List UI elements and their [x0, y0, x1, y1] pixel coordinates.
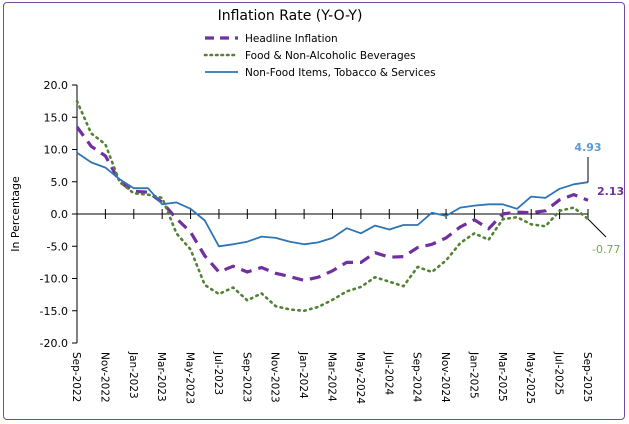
y-axis-label: In Percentage [9, 176, 22, 252]
y-tick-label: -10.0 [40, 273, 68, 286]
y-tick-label: -5.0 [47, 240, 68, 253]
y-tick-label: 20.0 [44, 79, 69, 92]
legend: Headline Inflation Food & Non-Alcoholic B… [203, 33, 436, 79]
end-label-headline: 2.13 [597, 185, 624, 198]
legend-label-2: Non-Food Items, Tobacco & Services [245, 67, 436, 79]
series-line-1 [75, 99, 590, 313]
y-tick-label: 0.0 [51, 208, 69, 221]
x-tick-label: Jan-2024 [297, 351, 309, 399]
series-lines [75, 99, 590, 313]
chart-frame [3, 2, 625, 420]
x-tick-label: Jan-2025 [467, 351, 479, 399]
series-line-2 [76, 151, 589, 248]
end-label-non-food: 4.93 [574, 141, 601, 154]
y-tick-label: -20.0 [40, 337, 68, 350]
x-tick-label: May-2024 [354, 352, 366, 404]
x-tick-label: Jan-2023 [127, 351, 139, 399]
x-tick-label: Jul-2023 [212, 351, 224, 395]
x-tick-label: Nov-2022 [98, 352, 110, 403]
legend-label-1: Food & Non-Alcoholic Beverages [245, 50, 416, 62]
x-tick-label: Jul-2024 [382, 351, 394, 395]
chart-title: Inflation Rate (Y-O-Y) [218, 8, 363, 24]
x-tick-label: Nov-2024 [439, 352, 451, 403]
y-tick-label: -15.0 [40, 305, 68, 318]
legend-label-0: Headline Inflation [245, 33, 338, 45]
axes: 20.015.010.05.00.0-5.0-10.0-15.0-20.0Sep… [40, 79, 593, 404]
x-tick-label: Sep-2025 [581, 352, 593, 402]
x-tick-label: May-2023 [184, 352, 196, 404]
x-tick-label: Sep-2023 [240, 352, 252, 402]
x-tick-label: Mar-2025 [496, 352, 508, 402]
x-tick-label: Mar-2024 [326, 352, 338, 402]
y-tick-label: 5.0 [51, 176, 69, 189]
x-tick-label: Nov-2023 [269, 352, 281, 403]
leader-line [587, 218, 607, 238]
x-tick-label: Sep-2022 [70, 352, 82, 402]
x-tick-label: Mar-2023 [155, 352, 167, 402]
x-tick-label: Sep-2024 [411, 352, 423, 403]
end-labels: 4.93 2.13 -0.77 [574, 141, 624, 256]
end-label-food: -0.77 [592, 243, 620, 256]
y-tick-label: 10.0 [44, 144, 69, 157]
x-tick-label: May-2025 [524, 352, 536, 404]
y-tick-label: 15.0 [44, 111, 69, 124]
series-line-0 [75, 125, 589, 282]
x-tick-label: Jul-2025 [553, 351, 565, 395]
